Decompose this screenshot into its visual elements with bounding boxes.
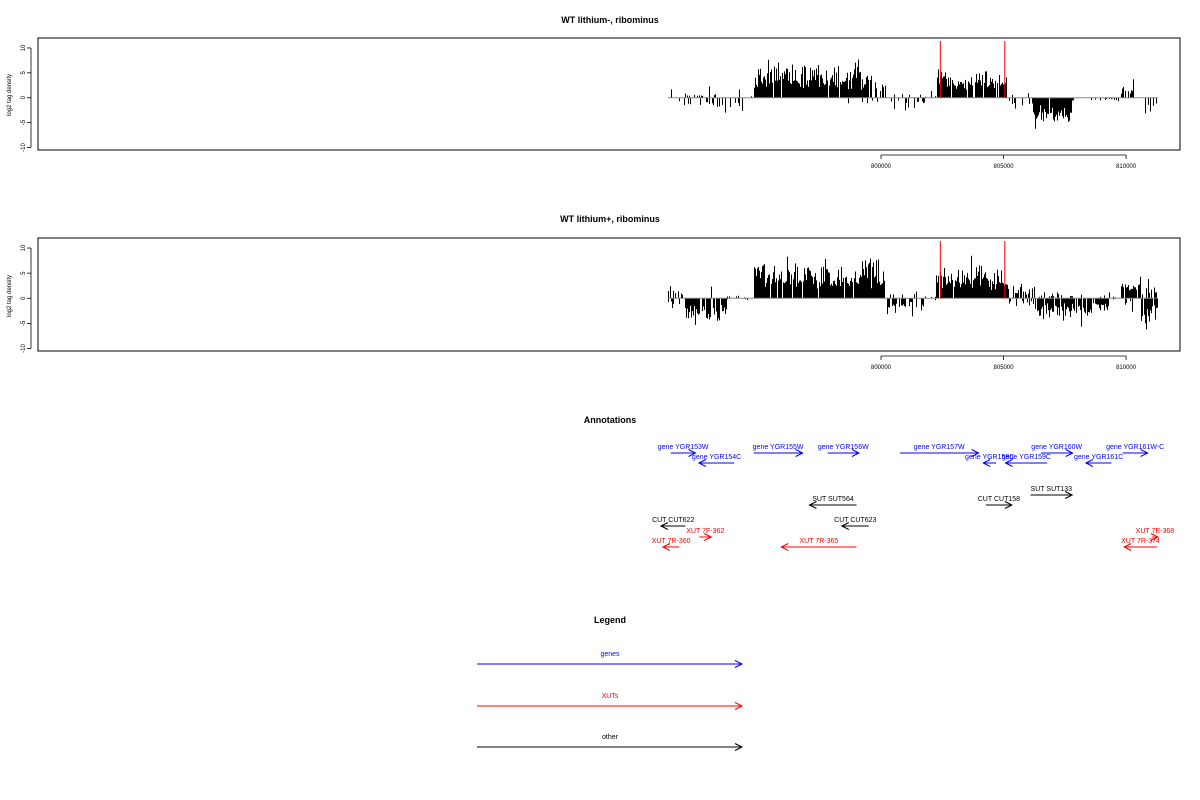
x-tick-label: 805000 — [994, 164, 1015, 170]
feature-arrow — [780, 543, 857, 551]
feature-label: XUT 7R-360 — [652, 538, 691, 545]
feature-arrow — [699, 533, 713, 541]
feature-label: CUT CUT622 — [652, 517, 694, 524]
legend-item — [477, 660, 744, 668]
y-tick-label: 10 — [21, 244, 27, 251]
axes: 10 5 0 -5 -10 800000 805000 810000 — [21, 37, 1181, 170]
feature-label: gene YGR155W — [753, 444, 804, 451]
y-axis-label: log2 tag density — [7, 74, 13, 116]
feature-label: gene YGR153W — [658, 444, 709, 451]
feature-arrow — [899, 449, 980, 457]
feature-label: SUT SUT133 — [1031, 486, 1073, 493]
y-tick-label: -5 — [21, 320, 27, 326]
feature-label: XUT 7F-362 — [686, 528, 724, 535]
y-tick-label: 5 — [21, 271, 27, 275]
panel-title: WT lithium-, ribominus — [561, 15, 659, 25]
plot-frame — [37, 37, 1181, 151]
feature-arrow — [1150, 533, 1160, 541]
plot-frame — [37, 237, 1181, 352]
legend-label: XUTs — [602, 693, 619, 700]
feature-arrow — [1122, 449, 1149, 457]
x-tick-label: 805000 — [994, 365, 1015, 371]
legend-item — [477, 743, 744, 751]
feature-arrow — [1004, 459, 1048, 467]
feature-arrow — [1030, 491, 1074, 499]
feature-arrow — [808, 501, 857, 509]
feature-label: gene YGR159C — [1002, 454, 1051, 461]
y-tick-label: -5 — [21, 119, 27, 125]
y-axis-label: log2 tag density — [7, 275, 13, 317]
x-tick-label: 810000 — [1116, 365, 1137, 371]
feature-arrow — [753, 449, 804, 457]
x-tick-label: 800000 — [871, 365, 892, 371]
panel-lithium-plus: WT lithium+, ribominus log2 tag density … — [7, 214, 1181, 371]
feature-label: SUT SUT564 — [812, 496, 854, 503]
feature-label: gene YGR154C — [692, 454, 741, 461]
legend: Legend genes XUTs other — [477, 615, 744, 751]
feature-label: gene YGR160W — [1031, 444, 1082, 451]
feature-arrow — [840, 522, 869, 530]
feature-arrow — [659, 522, 686, 530]
x-tick-label: 800000 — [871, 164, 892, 170]
y-tick-label: 5 — [21, 71, 27, 75]
feature-arrow — [697, 459, 735, 467]
feature-label: gene YGR158C — [965, 454, 1014, 461]
feature-arrow — [1084, 459, 1112, 467]
y-tick-label: 0 — [21, 95, 27, 99]
feature-label: CUT CUT158 — [978, 496, 1020, 503]
y-tick-label: 0 — [21, 296, 27, 300]
legend-title: Legend — [594, 615, 626, 625]
feature-label: gene YGR161C — [1074, 454, 1123, 461]
panel-title: WT lithium+, ribominus — [560, 214, 660, 224]
feature-label: XUT 7R-365 — [800, 538, 839, 545]
y-tick-label: -10 — [21, 143, 27, 152]
feature-label: XUT 7R-374 — [1121, 538, 1160, 545]
feature-arrow — [670, 449, 697, 457]
legend-item — [477, 702, 744, 710]
y-tick-label: -10 — [21, 343, 27, 352]
feature-arrow — [1040, 449, 1074, 457]
annotation-track: Annotations gene YGR153W gene YGR154C gene… — [584, 415, 1174, 551]
feature-arrow — [985, 501, 1014, 509]
feature-label: gene YGR156W — [818, 444, 869, 451]
feature-label: gene YGR157W — [914, 444, 965, 451]
legend-label: other — [602, 734, 619, 741]
y-tick-label: 10 — [21, 44, 27, 51]
bar-series — [667, 41, 1158, 129]
feature-arrow — [982, 459, 997, 467]
feature-arrow — [661, 543, 680, 551]
annotations-title: Annotations — [584, 415, 637, 425]
bar-series — [667, 241, 1158, 330]
legend-label: genes — [600, 651, 620, 658]
feature-arrow — [827, 449, 861, 457]
axes: 10 5 0 -5 -10 800000 805000 810000 — [21, 237, 1181, 371]
feature-label: XUT 7E-368 — [1136, 528, 1174, 535]
feature-arrow — [1123, 543, 1157, 551]
feature-label: CUT CUT623 — [834, 517, 876, 524]
panel-lithium-minus: WT lithium-, ribominus log2 tag density … — [7, 15, 1181, 170]
x-tick-label: 810000 — [1116, 164, 1137, 170]
feature-label: gene YGR161W-C — [1106, 444, 1164, 451]
